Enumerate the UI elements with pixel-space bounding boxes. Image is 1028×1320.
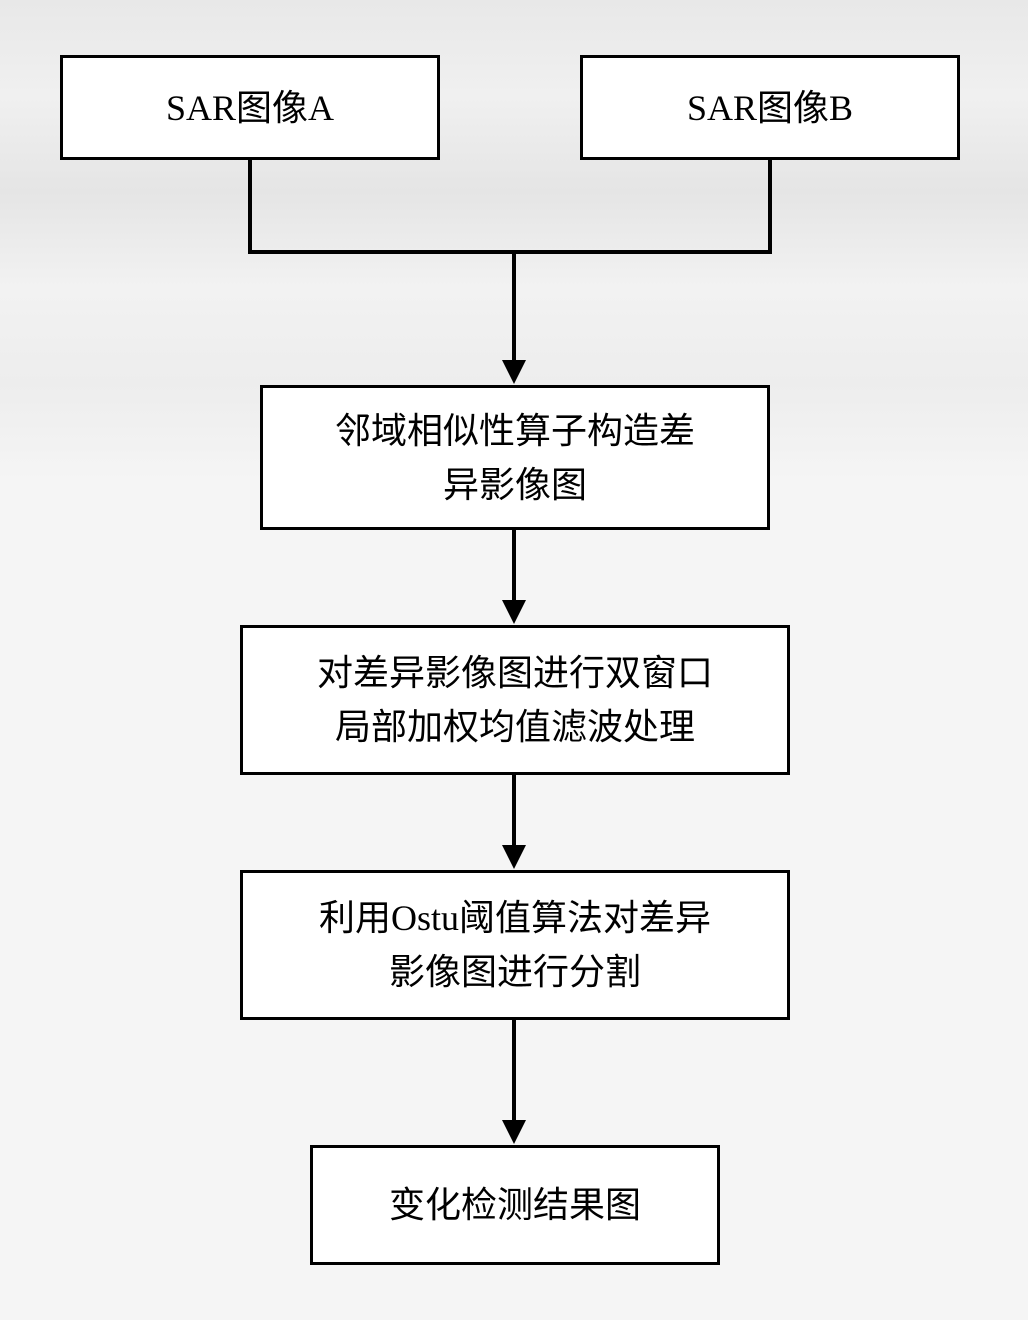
- node-filter-label: 对差异影像图进行双窗口 局部加权均值滤波处理: [317, 646, 713, 754]
- node-dual-window-filter: 对差异影像图进行双窗口 局部加权均值滤波处理: [240, 625, 790, 775]
- node-diff-label: 邻域相似性算子构造差 异影像图: [335, 404, 695, 512]
- node-sar-image-b: SAR图像B: [580, 55, 960, 160]
- connector-filter-threshold: [512, 775, 516, 845]
- flowchart-container: SAR图像A SAR图像B 邻域相似性算子构造差 异影像图 对差异影像图进行双窗…: [0, 0, 1028, 1320]
- node-b-label: SAR图像B: [687, 81, 853, 135]
- connector-diff-filter: [512, 530, 516, 600]
- connector-a-down: [248, 160, 252, 250]
- node-neighborhood-diff: 邻域相似性算子构造差 异影像图: [260, 385, 770, 530]
- node-sar-image-a: SAR图像A: [60, 55, 440, 160]
- connector-b-down: [768, 160, 772, 250]
- connector-threshold-result: [512, 1020, 516, 1120]
- node-change-detection-result: 变化检测结果图: [310, 1145, 720, 1265]
- arrow-to-threshold: [502, 845, 526, 869]
- node-ostu-threshold: 利用Ostu阈值算法对差异 影像图进行分割: [240, 870, 790, 1020]
- node-result-label: 变化检测结果图: [389, 1178, 641, 1232]
- node-a-label: SAR图像A: [166, 81, 334, 135]
- connector-merge-down: [512, 250, 516, 360]
- node-threshold-label: 利用Ostu阈值算法对差异 影像图进行分割: [319, 891, 711, 999]
- arrow-to-filter: [502, 600, 526, 624]
- arrow-to-result: [502, 1120, 526, 1144]
- connector-merge-horizontal: [248, 250, 772, 254]
- arrow-to-diff: [502, 360, 526, 384]
